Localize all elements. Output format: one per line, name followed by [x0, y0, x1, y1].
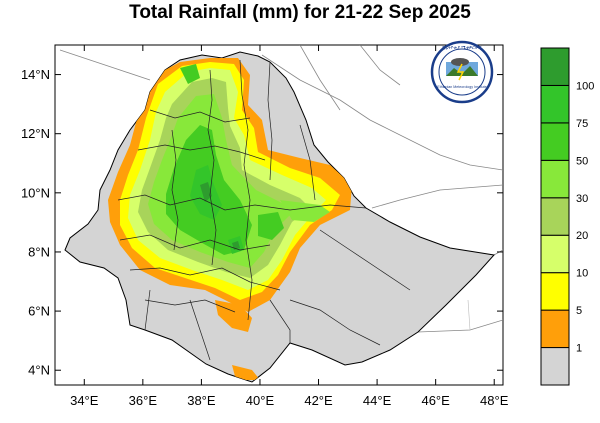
x-tick-label: 42°E — [304, 393, 333, 408]
map-title: Total Rainfall (mm) for 21-22 Sep 2025 — [129, 2, 471, 23]
colorbar-swatch — [540, 122, 570, 161]
logo: የኢትዮጵያ ሜቲዎሮሎጂ Ethiopian Meteorology Inst… — [430, 40, 494, 104]
logo-amharic-text: የኢትዮጵያ ሜቲዎሮሎጂ — [442, 45, 482, 50]
colorbar-swatch — [540, 159, 570, 199]
colorbar-label: 10 — [576, 268, 588, 280]
colorbar-label: 20 — [576, 230, 588, 242]
logo-mountain-icon — [446, 66, 478, 76]
logo-lightning-icon — [456, 63, 465, 81]
colorbar-label: 100 — [576, 80, 594, 92]
colorbar-swatch — [540, 272, 570, 311]
x-tick-label: 34°E — [70, 393, 99, 408]
y-tick-label: 12°N — [21, 126, 50, 141]
x-tick-label: 44°E — [363, 393, 392, 408]
x-tick-label: 48°E — [480, 393, 509, 408]
x-tick-label: 40°E — [246, 393, 275, 408]
logo-english-text: Ethiopian Meteorology Institute — [437, 85, 486, 89]
colorbar-swatch — [540, 47, 570, 86]
logo-cloud-icon — [451, 58, 469, 66]
y-tick-label: 14°N — [21, 67, 50, 82]
colorbar-swatch — [540, 84, 570, 124]
colorbar-label: 75 — [576, 118, 588, 130]
colorbar: 1 5 10 20 30 50 75 100 — [540, 47, 594, 386]
colorbar-swatch — [540, 234, 570, 274]
y-axis: 14°N 12°N 10°N 8°N 6°N 4°N — [21, 67, 503, 378]
y-tick-label: 8°N — [28, 244, 50, 259]
x-tick-label: 38°E — [187, 393, 216, 408]
y-tick-label: 6°N — [28, 304, 50, 319]
x-axis: 34°E 36°E 38°E 40°E 42°E 44°E 46°E 48°E — [70, 45, 509, 408]
colorbar-label: 30 — [576, 193, 588, 205]
colorbar-label: 1 — [576, 343, 582, 355]
colorbar-swatch — [540, 347, 570, 386]
colorbar-swatch — [540, 309, 570, 349]
x-tick-label: 36°E — [129, 393, 158, 408]
y-tick-label: 10°N — [21, 185, 50, 200]
colorbar-swatch — [540, 197, 570, 236]
colorbar-label: 50 — [576, 155, 588, 167]
y-tick-label: 4°N — [28, 363, 50, 378]
admin-boundaries — [117, 59, 411, 361]
x-tick-label: 46°E — [421, 393, 450, 408]
colorbar-label: 5 — [576, 305, 582, 317]
